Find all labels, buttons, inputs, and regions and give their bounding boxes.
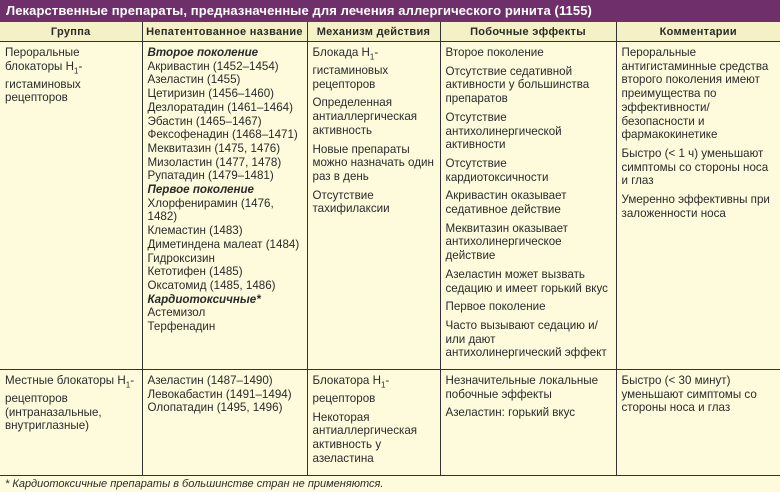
header-group: Группа [0,22,143,42]
drug-name: Гидроксизин [147,251,215,265]
cell-comments: Быстро (< 30 минут) уменьшают симптомы с… [616,369,780,476]
text: Пероральные блокаторы H1-гистаминовых ре… [5,46,82,104]
header-name: Непатентованное название [142,22,308,42]
cell-effects: Второе поколение Отсутствие седативной ак… [440,41,617,371]
drug-name: Олопатадин (1495, 1496) [147,401,283,415]
drug-name: Азеластин (1455) [147,73,241,87]
text-part: -гистаминовых рецепторов [5,59,83,105]
subgroup-heading: Первое поколение [147,183,255,197]
cell-mechanism: Блокатора H1-рецепторов Некоторая антиалл… [307,369,441,476]
mechanism-item: Некоторая антиаллергическая активность у… [313,411,435,466]
subscript: 1 [380,380,386,390]
drug-name: Астемизол [147,306,206,320]
drug-table: Группа Непатентованное название Механизм… [0,22,780,476]
table-row: Пероральные блокаторы H1-гистаминовых ре… [0,41,780,371]
effect-item: Азеластин: горький вкус [445,406,576,420]
drug-name: Рупатадин (1479–1481) [147,169,274,183]
text-part: Блокатора H [312,374,381,388]
effect-item: Незначительные локальные побочные эффект… [445,374,599,401]
comment-item: Быстро (< 30 минут) уменьшают симптомы с… [621,374,757,415]
cell-effects: Незначительные локальные побочные эффект… [440,369,617,476]
drug-name: Меквитазин (1475, 1476) [147,141,281,155]
drug-name: Цетиризин (1456–1460) [147,87,275,101]
text-part: Пероральные блокаторы H [5,46,80,73]
text-part: Отсутствие тахифилаксии [312,188,390,216]
mechanism-item: Новые препараты можно назначать один раз… [313,143,435,184]
text-part: -рецепторов [312,374,390,406]
text: Блокатора H1-рецепторов [313,374,390,405]
header-row: Группа Непатентованное название Механизм… [0,22,780,42]
effect-item: Отсутствие кардиотоксичности [445,156,549,184]
subscript: 1 [125,380,131,390]
drug-name: Кетотифен (1485) [147,265,243,279]
drug-name: Дезлоратадин (1461–1464) [147,100,293,114]
drug-name: Азеластин (1487–1490) [147,374,273,388]
text-part: Новые препараты можно назначать один раз… [312,142,434,183]
effect-item: Часто вызывают седацию и/или дают антихо… [445,318,607,360]
table-row: Местные блокаторы H1-рецепторов (интрана… [0,369,780,476]
table-title: Лекарственные препараты, предназначенные… [0,0,780,22]
text: Новые препараты можно назначать один раз… [313,143,434,183]
subgroup-heading: Кардиотоксичные* [147,292,261,306]
mechanism-item: Отсутствие тахифилаксии [313,189,435,216]
subgroup-heading: Второе поколение [147,46,259,59]
mechanism-item: Блокатора H1-рецепторов [313,374,435,406]
drug-name: Терфенадин [147,320,216,334]
subscript: 1 [74,66,79,76]
effect-item: Азеластин может вызвать седацию и имеет … [445,267,608,295]
drug-name: Клемастин (1483) [147,224,243,238]
text: Блокада H1-гистаминовых рецепторов [313,46,389,91]
drug-name: Диметиндена малеат (1484) [147,237,300,251]
text: Местные блокаторы H1-рецепторов (интрана… [5,374,134,432]
text: Определенная антиаллергическая активност… [313,96,418,136]
drug-name: Акривастин (1452–1454) [147,59,279,73]
cell-names: Второе поколение Акривастин (1452–1454) Аз… [142,41,308,371]
text: Некоторая антиаллергическая активность у… [313,411,418,465]
text-part: Некоторая антиаллергическая активность у… [312,410,418,465]
header-effects: Побочные эффекты [440,22,617,42]
effect-item: Первое поколение [445,300,546,314]
text-part: -гистаминовых рецепторов [312,46,389,91]
header-mechanism: Механизм действия [307,22,441,42]
cell-mechanism: Блокада H1-гистаминовых рецепторов Опреде… [307,41,441,371]
drug-name: Оксатомид (1485, 1486) [147,278,276,292]
comment-item: Умеренно эффективны при заложенности нос… [621,193,770,220]
text-part: Местные блокаторы H [5,374,126,388]
text-part: Определенная антиаллергическая активност… [312,96,418,137]
drug-name: Эбастин (1465–1467) [147,114,262,128]
drug-name: Хлорфенирамин (1476, 1482) [147,196,274,224]
comment-item: Быстро (< 1 ч) уменьшают симптомы со сто… [621,146,769,188]
mechanism-item: Блокада H1-гистаминовых рецепторов [313,46,435,91]
footnote: * Кардиотоксичные препараты в большинств… [5,477,384,490]
text: Отсутствие тахифилаксии [313,189,390,216]
drug-name: Левокабастин (1491–1494) [147,387,292,401]
effect-item: Второе поколение [445,46,544,59]
subscript: 1 [369,52,375,62]
effect-item: Меквитазин оказывает антихолинергическое… [445,221,568,263]
cell-comments: Пероральные антигистаминные средства вто… [616,41,780,371]
drug-name: Мизоластин (1477, 1478) [147,155,282,169]
cell-group: Местные блокаторы H1-рецепторов (интрана… [0,369,143,476]
comment-item: Пероральные антигистаминные средства вто… [621,46,769,142]
cell-group: Пероральные блокаторы H1-гистаминовых ре… [0,41,143,371]
text-part: Блокада H [312,46,370,59]
effect-item: Отсутствие антихолинергической активност… [445,110,562,152]
effect-item: Отсутствие седативной активности у больш… [445,64,590,106]
text-part: -рецепторов (интраназальные, внутриглазн… [5,374,135,433]
cell-names: Азеластин (1487–1490) Левокабастин (1491–… [142,369,308,476]
effect-item: Акривастин оказывает седативное действие [445,189,567,217]
header-comments: Комментарии [616,22,780,42]
drug-name: Фексофенадин (1468–1471) [147,128,298,142]
mechanism-item: Определенная антиаллергическая активност… [313,96,435,137]
